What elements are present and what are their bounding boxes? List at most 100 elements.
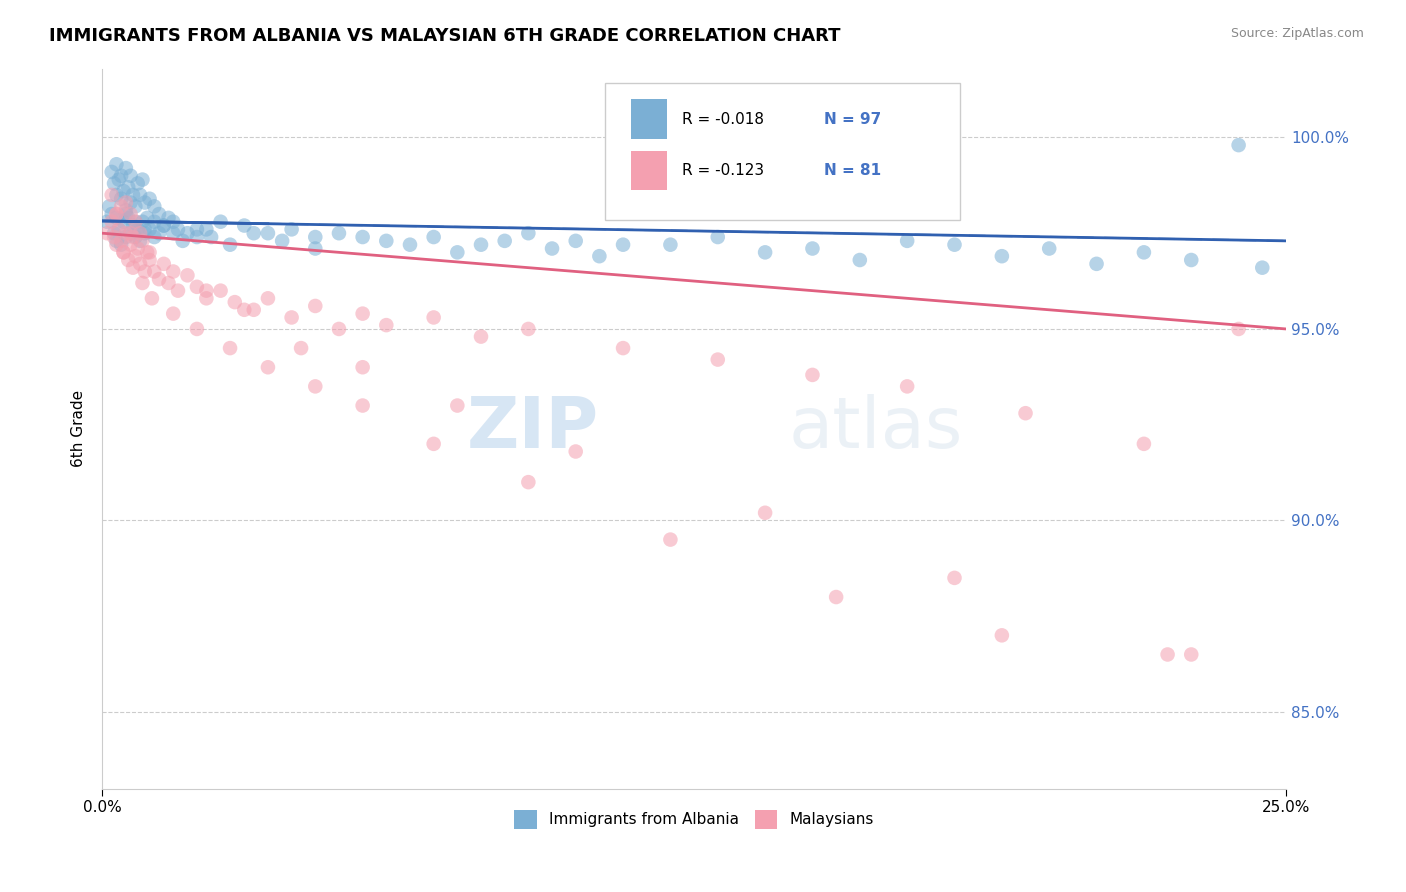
Point <box>127 222 149 236</box>
Point <box>991 628 1014 642</box>
Point <box>195 222 218 236</box>
Point <box>115 230 138 244</box>
Point <box>1227 322 1250 336</box>
Point <box>120 169 142 183</box>
Point <box>148 272 170 286</box>
Point <box>304 299 326 313</box>
Point <box>659 533 682 547</box>
Point <box>138 252 160 267</box>
Point <box>352 307 374 321</box>
Point <box>564 444 586 458</box>
Point <box>1085 257 1108 271</box>
Point <box>271 234 294 248</box>
Point <box>162 215 184 229</box>
Point <box>103 230 125 244</box>
Text: Source: ZipAtlas.com: Source: ZipAtlas.com <box>1230 27 1364 40</box>
Point <box>167 222 190 236</box>
Point <box>105 207 128 221</box>
Text: R = -0.018: R = -0.018 <box>682 112 765 127</box>
Point <box>825 590 848 604</box>
Point <box>280 310 302 325</box>
Point <box>280 222 302 236</box>
Point <box>209 284 232 298</box>
Point <box>100 207 122 221</box>
Point <box>290 341 312 355</box>
Text: ZIP: ZIP <box>467 394 599 463</box>
Point <box>131 215 153 229</box>
Point <box>801 242 824 256</box>
Point <box>328 322 350 336</box>
Point <box>112 184 135 198</box>
Point <box>233 302 256 317</box>
Point <box>129 234 152 248</box>
Point <box>107 222 129 236</box>
Point <box>120 207 142 221</box>
Point <box>186 230 208 244</box>
Point <box>120 195 142 210</box>
Point <box>224 295 246 310</box>
Point <box>943 571 966 585</box>
Point <box>157 211 180 225</box>
Point <box>98 199 121 213</box>
Point <box>186 222 208 236</box>
Point <box>399 237 422 252</box>
Point <box>110 199 132 213</box>
Point <box>706 352 728 367</box>
Point <box>152 219 174 233</box>
Point <box>124 230 146 244</box>
Point <box>162 307 184 321</box>
Point <box>588 249 610 263</box>
Point <box>117 252 139 267</box>
Point <box>124 249 146 263</box>
Point <box>991 249 1014 263</box>
Point <box>541 242 564 256</box>
Point <box>143 199 166 213</box>
Point <box>157 276 180 290</box>
Point <box>103 226 125 240</box>
Point <box>148 226 170 240</box>
Point <box>129 257 152 271</box>
Y-axis label: 6th Grade: 6th Grade <box>72 390 86 467</box>
Point <box>422 230 444 244</box>
Point <box>105 211 128 225</box>
Point <box>112 245 135 260</box>
Point <box>1133 437 1156 451</box>
Point <box>517 322 540 336</box>
Point <box>148 207 170 221</box>
Point <box>117 211 139 225</box>
Point <box>257 291 280 305</box>
Point <box>134 222 156 236</box>
Point <box>1227 138 1250 153</box>
Point <box>1180 648 1202 662</box>
Point <box>304 379 326 393</box>
Point <box>612 237 634 252</box>
Point <box>209 215 232 229</box>
Point <box>110 169 132 183</box>
Point <box>143 215 166 229</box>
Point <box>138 192 160 206</box>
Point <box>105 157 128 171</box>
Point <box>422 437 444 451</box>
Point <box>186 322 208 336</box>
Bar <box>631 151 666 191</box>
Point <box>105 234 128 248</box>
Point <box>446 399 468 413</box>
Point <box>120 226 142 240</box>
Point <box>103 177 125 191</box>
Point <box>127 177 149 191</box>
Point <box>120 237 142 252</box>
Point <box>110 234 132 248</box>
Point <box>375 318 398 332</box>
Point <box>219 237 242 252</box>
Point <box>131 276 153 290</box>
Point <box>304 230 326 244</box>
Point <box>138 222 160 236</box>
Point <box>162 264 184 278</box>
Legend: Immigrants from Albania, Malaysians: Immigrants from Albania, Malaysians <box>508 804 880 835</box>
Point <box>352 230 374 244</box>
Point <box>200 230 222 244</box>
Point <box>152 219 174 233</box>
Point <box>801 368 824 382</box>
Point <box>120 226 142 240</box>
Text: atlas: atlas <box>789 394 963 463</box>
